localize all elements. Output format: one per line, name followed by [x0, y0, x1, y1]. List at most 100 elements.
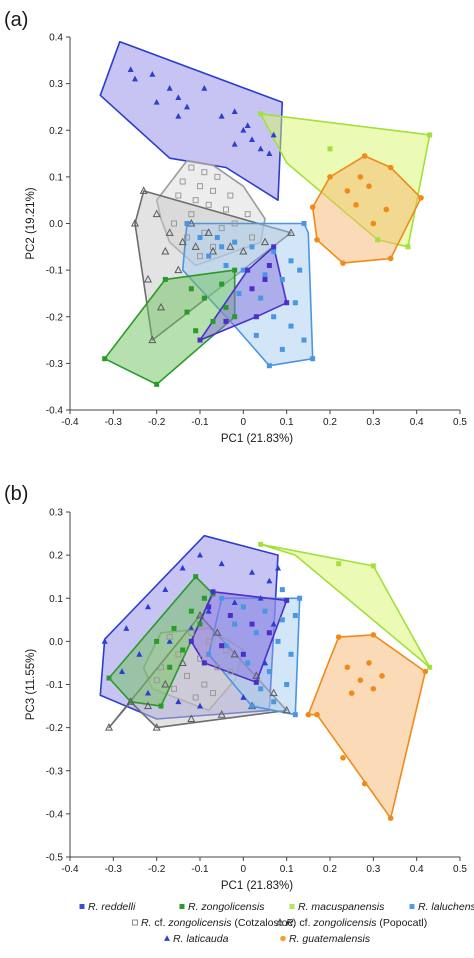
point-r-laticauda	[132, 75, 138, 82]
point-r-zongolicensis	[201, 295, 207, 301]
point-r-reddelli	[249, 286, 255, 292]
legend-label: R. zongolicensis	[188, 901, 265, 913]
point-r-laticauda	[218, 560, 225, 567]
point-r-laluchensis	[297, 267, 303, 273]
point-r-macuspanensis	[427, 132, 433, 138]
point-r-zongolicensis	[197, 621, 203, 627]
point-r-laticauda	[257, 145, 264, 152]
point-r-laticauda	[149, 71, 156, 77]
point-r-cf-zong-cotz	[175, 651, 182, 658]
hull-r-guatemalensis	[307, 634, 427, 820]
x-tick-label: 0.4	[410, 417, 424, 428]
point-r-laluchensis	[258, 295, 264, 301]
panel-label: (b)	[4, 483, 28, 505]
point-r-guatemalensis	[305, 711, 312, 718]
x-tick-label: -0.2	[148, 864, 166, 875]
point-r-zongolicensis	[162, 276, 168, 282]
point-r-macuspanensis	[370, 563, 376, 569]
legend-marker	[132, 919, 138, 926]
y-tick-label: -0.3	[46, 766, 64, 777]
point-r-laluchensis	[197, 234, 203, 240]
legend-marker	[179, 904, 185, 909]
point-r-cf-zong-cotz	[227, 668, 234, 675]
point-r-laticauda	[123, 625, 130, 631]
point-r-cf-zong-cotz	[166, 634, 173, 641]
point-r-reddelli	[253, 314, 259, 320]
point-r-laluchensis	[249, 244, 255, 250]
point-r-cf-zong-cotz	[205, 638, 212, 645]
point-r-laticauda	[136, 651, 143, 657]
point-r-cf-zong-popo	[143, 274, 153, 283]
legend: R. reddelli R. zongolicensis R. macuspanen…	[79, 901, 474, 945]
point-r-cf-zong-popo	[286, 228, 296, 236]
y-tick-label: 0.3	[49, 508, 63, 519]
point-r-laluchensis	[266, 363, 272, 369]
point-r-cf-zong-cotz	[227, 192, 234, 199]
point-r-laluchensis	[253, 332, 259, 338]
point-r-reddelli	[227, 613, 233, 618]
point-r-reddelli	[188, 638, 194, 644]
point-r-zongolicensis	[193, 574, 199, 580]
y-tick-label: -0.1	[46, 680, 64, 691]
point-r-laluchensis	[223, 262, 229, 268]
legend-item-r-cf-zong-popo: R. cf. zongolicensis (Popocatl)	[275, 917, 427, 929]
hull-r-reddelli	[190, 590, 288, 684]
y-tick-label: 0.1	[49, 172, 63, 183]
point-r-zongolicensis	[201, 595, 207, 601]
legend-label: R. guatemalensis	[289, 933, 371, 945]
point-r-cf-zong-popo	[148, 335, 157, 344]
point-r-laluchensis	[240, 267, 246, 273]
point-r-guatemalensis	[335, 634, 342, 640]
point-r-cf-zong-cotz	[214, 173, 221, 180]
legend-label: R. laluchensis	[418, 901, 474, 913]
y-axis-title: PC2 (19.21%)	[25, 187, 37, 259]
point-r-cf-zong-popo	[130, 218, 140, 227]
point-r-cf-zong-popo	[204, 228, 213, 236]
point-r-cf-zong-popo	[217, 710, 226, 718]
point-r-laticauda	[270, 620, 277, 627]
y-axis-title: PC3 (11.55%)	[25, 649, 37, 721]
x-tick-label: 0.3	[366, 864, 380, 875]
point-r-guatemalensis	[366, 183, 372, 189]
point-r-reddelli	[249, 621, 255, 627]
point-r-laluchensis	[292, 613, 298, 618]
point-r-cf-zong-cotz	[153, 677, 160, 684]
point-r-zongolicensis	[184, 309, 190, 315]
point-r-laticauda	[218, 112, 225, 119]
point-r-zongolicensis	[210, 318, 216, 324]
point-r-guatemalensis	[344, 664, 351, 671]
point-r-guatemalensis	[314, 711, 320, 718]
y-tick-label: -0.4	[46, 406, 64, 417]
point-r-laticauda	[249, 569, 255, 575]
point-r-reddelli	[253, 679, 259, 685]
hull-r-reddelli	[199, 246, 288, 341]
point-r-laluchensis	[271, 314, 277, 320]
point-r-zongolicensis	[188, 286, 194, 292]
x-tick-label: 0.1	[280, 864, 294, 875]
point-r-laticauda	[275, 564, 281, 571]
point-r-cf-zong-cotz	[210, 187, 216, 194]
y-tick-label: -0.2	[46, 723, 64, 734]
point-r-reddelli	[240, 651, 246, 657]
point-r-guatemalensis	[422, 668, 429, 675]
point-r-cf-zong-cotz	[192, 694, 199, 701]
point-r-laluchensis	[288, 258, 294, 264]
point-r-laluchensis	[206, 253, 212, 259]
legend-item-r-macuspanensis: R. macuspanensis	[289, 901, 385, 913]
point-r-zongolicensis	[102, 356, 108, 362]
point-r-laluchensis	[253, 630, 259, 636]
y-tick-label: 0.3	[49, 79, 63, 90]
point-r-laticauda	[166, 84, 173, 91]
point-r-cf-zong-cotz	[184, 234, 190, 241]
point-r-cf-zong-cotz	[231, 220, 238, 227]
point-layer	[102, 66, 433, 387]
point-r-cf-zong-popo	[174, 265, 183, 274]
point-r-laluchensis	[292, 300, 298, 306]
x-tick-label: 0.2	[323, 864, 337, 875]
x-tick-label: -0.3	[105, 417, 123, 428]
point-r-cf-zong-cotz	[188, 211, 195, 218]
point-r-cf-zong-popo	[208, 246, 218, 255]
point-r-laluchensis	[292, 712, 298, 718]
point-r-laluchensis	[266, 669, 272, 675]
